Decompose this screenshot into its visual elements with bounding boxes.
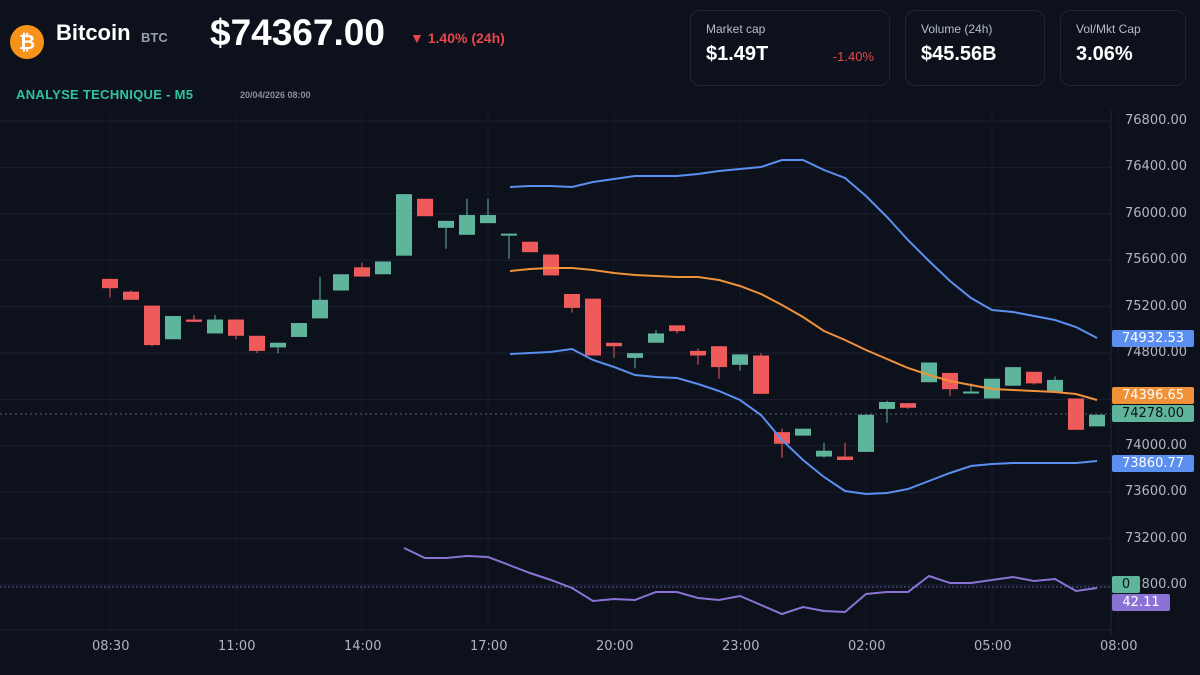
price-tick-label: 73200.00: [1125, 530, 1188, 546]
last-price-tag: 74278.00: [1112, 405, 1194, 422]
header: ₿ Bitcoin BTC $74367.00 ▼ 1.40% (24h) AN…: [0, 0, 1200, 110]
volume-label: Volume (24h): [921, 22, 993, 36]
time-tick-label: 02:00: [848, 639, 886, 654]
volume-value: $45.56B: [921, 43, 997, 65]
market-cap-label: Market cap: [706, 22, 766, 36]
current-price: $74367.00: [210, 12, 385, 53]
vol-mkt-cap-value: 3.06%: [1076, 43, 1133, 65]
time-tick-label: 05:00: [974, 639, 1012, 654]
rsi-zero-tag: 0: [1112, 576, 1140, 593]
price-tick-label: 74800.00: [1125, 345, 1188, 360]
price-tick-label: 73600.00: [1125, 484, 1188, 500]
time-tick-label: 17:00: [470, 639, 508, 654]
price-tick-label: 76000.00: [1125, 205, 1188, 221]
price-tick-label: 76800.00: [1125, 113, 1188, 128]
time-tick-label: 08:00: [1100, 639, 1138, 654]
price-tick-label: 72800.00: [1125, 577, 1188, 592]
price-tick-label: 76400.00: [1125, 159, 1188, 175]
coin-ticker: BTC: [141, 30, 168, 45]
bb-lower-tag: 73860.77: [1112, 455, 1194, 472]
time-tick-label: 14:00: [344, 639, 382, 654]
coin-name: Bitcoin: [56, 20, 131, 45]
rsi-value-tag: 42.11: [1112, 594, 1170, 611]
chart-timestamp: 20/04/2026 08:00: [240, 90, 311, 100]
time-tick-label: 08:30: [92, 639, 130, 654]
market-cap-change: -1.40%: [832, 49, 874, 64]
volume-card: Volume (24h) $45.56B: [905, 10, 1045, 86]
candlestick-chart[interactable]: [0, 110, 1200, 675]
vol-mkt-cap-label: Vol/Mkt Cap: [1076, 22, 1141, 36]
market-cap-card: Market cap $1.49T -1.40%: [690, 10, 890, 86]
time-tick-label: 11:00: [218, 639, 256, 654]
vol-mkt-cap-card: Vol/Mkt Cap 3.06%: [1060, 10, 1186, 86]
price-tick-label: 74000.00: [1125, 437, 1188, 453]
chart-subtitle: ANALYSE TECHNIQUE - M5: [16, 87, 194, 102]
price-change: ▼ 1.40% (24h): [410, 30, 505, 46]
price-tick-label: 75600.00: [1125, 252, 1188, 268]
bb-mid-tag: 74396.65: [1112, 387, 1194, 404]
price-tick-label: 75200.00: [1125, 298, 1188, 314]
market-cap-value: $1.49T: [706, 43, 769, 65]
bitcoin-icon: ₿: [10, 25, 44, 59]
time-tick-label: 20:00: [596, 639, 634, 654]
bb-upper-tag: 74932.53: [1112, 330, 1194, 347]
time-tick-label: 23:00: [722, 639, 760, 654]
